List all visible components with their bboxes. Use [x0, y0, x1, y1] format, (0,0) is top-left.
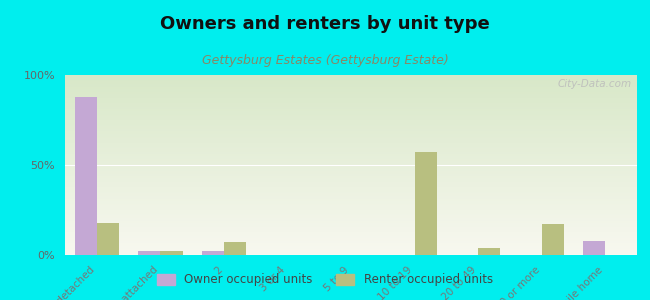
Text: City-Data.com: City-Data.com	[557, 79, 631, 88]
Bar	[224, 242, 246, 255]
Text: Owners and renters by unit type: Owners and renters by unit type	[160, 15, 490, 33]
Bar	[138, 251, 161, 255]
Bar	[415, 152, 437, 255]
Legend: Owner occupied units, Renter occupied units: Owner occupied units, Renter occupied un…	[153, 269, 497, 291]
Text: Gettysburg Estates (Gettysburg Estate): Gettysburg Estates (Gettysburg Estate)	[202, 54, 448, 67]
Bar	[541, 224, 564, 255]
Bar	[583, 241, 605, 255]
Bar	[161, 251, 183, 255]
Bar	[97, 223, 119, 255]
Bar	[478, 248, 500, 255]
Bar	[75, 97, 97, 255]
Bar	[202, 251, 224, 255]
